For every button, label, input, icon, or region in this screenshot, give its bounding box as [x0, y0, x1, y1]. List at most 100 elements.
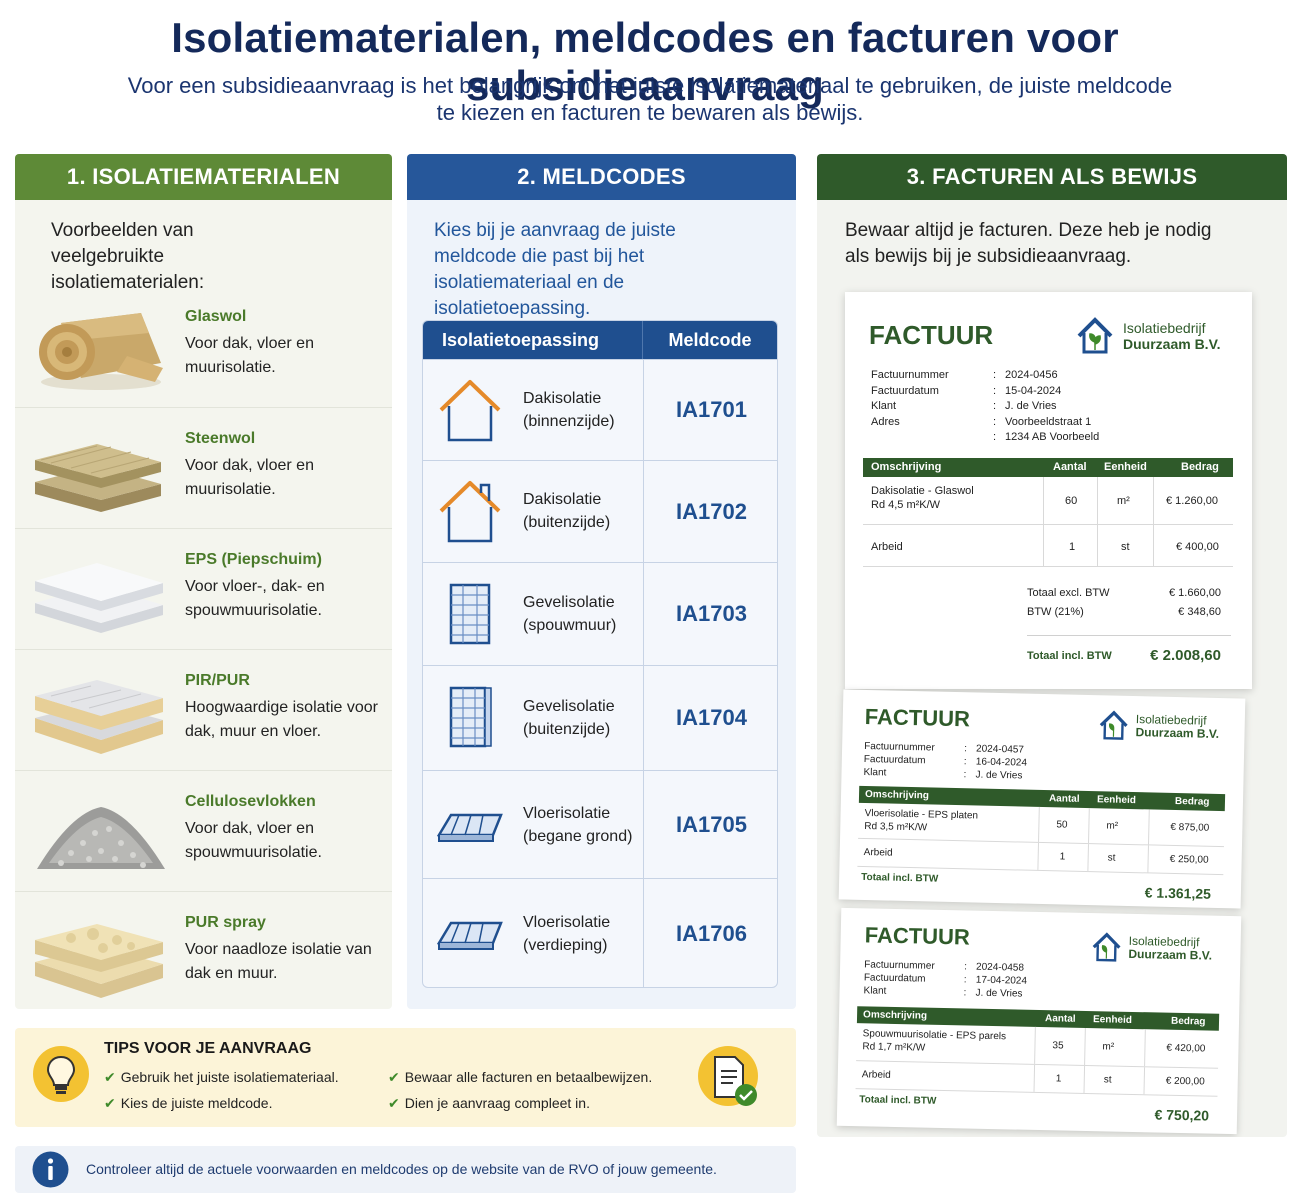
- company-logo: Isolatiebedrijf Duurzaam B.V.: [1075, 316, 1221, 356]
- meldcode-value: IA1706: [643, 879, 777, 987]
- column-header-application: Isolatietoepassing: [423, 321, 643, 359]
- material-description: Voor dak, vloer en muurisolatie.: [185, 335, 314, 376]
- invoice-card: FACTUUR Isolatiebedrijf Duurzaam B.V. Fa…: [845, 292, 1252, 689]
- invoice-total: Totaal incl. BTW € 1.361,25: [861, 871, 1212, 902]
- company-name-line2: Duurzaam B.V.: [1123, 336, 1221, 352]
- application-label: Vloerisolatie (verdieping): [523, 914, 611, 954]
- column-header-code: Meldcode: [668, 330, 752, 350]
- invoice-subtotals: Totaal excl. BTW € 1.660,00 BTW (21%) € 34…: [1027, 587, 1221, 618]
- material-item-pur-spray: PUR spray Voor naadloze isolatie van dak…: [15, 891, 392, 1009]
- table-row: Dakisolatie (buitenzijde) IA1702: [423, 460, 777, 562]
- invoice-meta: Factuurnummer:2024-0458 Factuurdatum:17-…: [863, 959, 1028, 1000]
- company-name-line1: Isolatiebedrijf: [1123, 320, 1206, 336]
- material-item-pir-pur: PIR/PUR Hoogwaardige isolatie voor dak, …: [15, 649, 392, 770]
- material-description: Hoogwaardige isolatie voor dak, muur en …: [185, 699, 378, 740]
- floor-icon: [437, 813, 503, 842]
- company-logo: Isolatiebedrijf Duurzaam B.V.: [1090, 931, 1212, 966]
- house-icon: [439, 380, 501, 442]
- table-row: Dakisolatie (binnenzijde) IA1701: [423, 359, 777, 460]
- check-icon: ✔: [388, 1069, 400, 1085]
- invoices-panel: 3. FACTUREN ALS BEWIJS Bewaar altijd je …: [817, 154, 1287, 1137]
- material-description: Voor naadloze isolatie van dak en muur.: [185, 941, 372, 982]
- subtitle-line-2: te kiezen en facturen te bewaren als bew…: [436, 100, 864, 125]
- tips-title: TIPS VOOR JE AANVRAAG: [104, 1040, 312, 1057]
- wall-outside-icon: [449, 686, 492, 748]
- materials-heading: 1. ISOLATIEMATERIALEN: [15, 154, 392, 200]
- table-row: Vloerisolatie (begane grond) IA1705: [423, 770, 777, 878]
- house-logo-icon: [1077, 317, 1113, 354]
- tip-item: ✔ Bewaar alle facturen en betaalbewijzen.: [388, 1069, 653, 1085]
- meldcode-value: IA1704: [643, 666, 777, 770]
- invoice-table-header: Omschrijving Aantal Eenheid Bedrag: [863, 458, 1233, 477]
- application-label: Gevelisolatie (spouwmuur): [523, 594, 617, 634]
- table-row: Gevelisolatie (spouwmuur) IA1703: [423, 562, 777, 665]
- tip-item: ✔ Gebruik het juiste isolatiemateriaal.: [104, 1069, 339, 1085]
- page-subtitle: Voor een subsidieaanvraag is het belangr…: [120, 72, 1180, 126]
- tip-item: ✔ Kies de juiste meldcode.: [104, 1095, 273, 1111]
- house-chimney-icon: [439, 481, 501, 543]
- application-label: Gevelisolatie (buitenzijde): [523, 698, 615, 738]
- meldcodes-heading: 2. MELDCODES: [407, 154, 796, 200]
- material-description: Voor vloer-, dak- en spouwmuurisolatie.: [185, 578, 325, 619]
- application-label: Dakisolatie (binnenzijde): [523, 390, 615, 430]
- material-name: Cellulosevlokken: [185, 793, 316, 810]
- eps-boards-icon: [35, 563, 163, 633]
- meldcode-value: IA1701: [643, 360, 777, 460]
- meldcodes-intro: Kies bij je aanvraag de juiste meldcode …: [434, 220, 676, 319]
- material-item-steenwol: Steenwol Voor dak, vloer en muurisolatie…: [15, 407, 392, 528]
- invoice-line: Arbeid 1 st € 400,00: [863, 525, 1233, 567]
- tips-box: TIPS VOOR JE AANVRAAG ✔ Gebruik het juist…: [15, 1028, 796, 1127]
- house-logo-icon: [1092, 932, 1121, 962]
- material-name: PUR spray: [185, 914, 266, 931]
- invoice-line: Dakisolatie - Glaswol Rd 4,5 m²K/W 60 m²…: [863, 477, 1233, 525]
- info-text: Controleer altijd de actuele voorwaarden…: [86, 1161, 717, 1177]
- invoices-heading: 3. FACTUREN ALS BEWIJS: [817, 154, 1287, 200]
- pir-pur-boards-icon: [35, 680, 163, 754]
- meldcode-table: Isolatietoepassing Meldcode Dakisolatie …: [422, 320, 778, 988]
- material-description: Voor dak, vloer en muurisolatie.: [185, 457, 314, 498]
- check-icon: ✔: [388, 1095, 400, 1111]
- wall-icon: [449, 583, 491, 645]
- invoices-intro: Bewaar altijd je facturen. Deze heb je n…: [845, 220, 1212, 267]
- materials-panel: 1. ISOLATIEMATERIALEN Voorbeelden van ve…: [15, 154, 392, 1009]
- material-item-cellulose: Cellulosevlokken Voor dak, vloer en spou…: [15, 770, 392, 891]
- floor-upper-icon: [437, 921, 503, 950]
- lightbulb-icon: [33, 1046, 89, 1102]
- invoice-meta: Factuurnummer:2024-0457 Factuurdatum:16-…: [863, 740, 1028, 782]
- application-label: Vloerisolatie (begane grond): [523, 805, 633, 845]
- invoice-title: FACTUUR: [869, 320, 994, 350]
- pur-spray-foam-icon: [35, 924, 163, 998]
- house-logo-icon: [1099, 710, 1128, 740]
- invoice-total: Totaal incl. BTW € 2.008,60: [1027, 647, 1221, 664]
- table-row: Vloerisolatie (verdieping) IA1706: [423, 878, 777, 987]
- meldcodes-panel: 2. MELDCODES Kies bij je aanvraag de jui…: [407, 154, 796, 1009]
- meldcode-table-header: Isolatietoepassing Meldcode: [423, 321, 777, 359]
- info-box: Controleer altijd de actuele voorwaarden…: [15, 1146, 796, 1193]
- material-item-eps: EPS (Piepschuim) Voor vloer-, dak- en sp…: [15, 528, 392, 649]
- invoice-title: FACTUUR: [864, 703, 971, 732]
- meldcode-value: IA1705: [643, 771, 777, 878]
- tip-item: ✔ Dien je aanvraag compleet in.: [388, 1095, 590, 1111]
- check-icon: ✔: [104, 1095, 116, 1111]
- info-icon: [32, 1151, 69, 1188]
- check-icon: ✔: [104, 1069, 116, 1085]
- materials-intro: Voorbeelden van veelgebruikte isolatiema…: [51, 220, 205, 293]
- glass-wool-roll-icon: [39, 313, 163, 390]
- invoice-card: FACTUUR Isolatiebedrijf Duurzaam B.V. Fa…: [838, 689, 1246, 909]
- material-name: Glaswol: [185, 308, 247, 325]
- cellulose-pile-icon: [37, 807, 165, 869]
- table-row: Gevelisolatie (buitenzijde) IA1704: [423, 665, 777, 770]
- meldcode-value: IA1702: [643, 461, 777, 562]
- stone-wool-slabs-icon: [35, 444, 161, 512]
- material-name: PIR/PUR: [185, 672, 250, 689]
- invoice-total: Totaal incl. BTW € 750,20: [859, 1094, 1210, 1124]
- subtitle-line-1: Voor een subsidieaanvraag is het belangr…: [127, 73, 1173, 98]
- invoice-title: FACTUUR: [864, 922, 971, 950]
- material-name: Steenwol: [185, 430, 256, 447]
- application-label: Dakisolatie (buitenzijde): [523, 491, 611, 531]
- meldcode-value: IA1703: [643, 563, 777, 665]
- material-description: Voor dak, vloer en spouwmuurisolatie.: [185, 820, 322, 861]
- invoice-meta: Factuurnummer:2024-0456 Factuurdatum:15-…: [871, 369, 1100, 443]
- page-title: Isolatiematerialen, meldcodes en facture…: [171, 14, 1119, 109]
- material-item-glaswol: Glaswol Voor dak, vloer en muurisolatie.: [15, 286, 392, 407]
